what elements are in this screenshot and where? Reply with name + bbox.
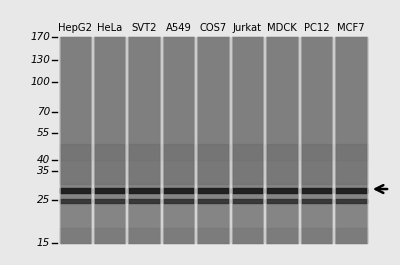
Text: SVT2: SVT2	[131, 23, 157, 33]
Bar	[232, 37, 263, 243]
Bar	[335, 199, 366, 203]
Bar	[266, 37, 298, 160]
Bar	[335, 37, 366, 160]
Text: Jurkat: Jurkat	[233, 23, 262, 33]
Bar	[232, 188, 263, 193]
Bar	[94, 199, 125, 203]
Text: A549: A549	[166, 23, 192, 33]
Bar	[60, 199, 91, 203]
Text: MCF7: MCF7	[337, 23, 364, 33]
Text: COS7: COS7	[199, 23, 227, 33]
Bar	[197, 144, 229, 184]
Bar	[94, 228, 125, 243]
Text: 15: 15	[37, 238, 50, 248]
Bar	[266, 228, 298, 243]
Bar	[301, 37, 332, 243]
Text: 70: 70	[37, 107, 50, 117]
Bar	[301, 228, 332, 243]
Bar	[335, 228, 366, 243]
Bar	[128, 37, 160, 243]
Bar	[197, 228, 229, 243]
Bar	[60, 37, 91, 160]
Bar	[94, 188, 125, 193]
Bar	[94, 37, 125, 243]
Text: HeLa: HeLa	[97, 23, 122, 33]
Text: 35: 35	[37, 166, 50, 176]
Bar	[232, 37, 263, 160]
Bar	[197, 188, 229, 193]
Text: 170: 170	[30, 32, 50, 42]
Bar	[197, 37, 229, 160]
Bar	[60, 228, 91, 243]
Bar	[335, 37, 366, 243]
Bar	[128, 228, 160, 243]
Bar	[128, 188, 160, 193]
Bar	[163, 37, 194, 243]
Bar	[163, 228, 194, 243]
Bar	[197, 199, 229, 203]
Bar	[335, 144, 366, 184]
Bar	[163, 144, 194, 184]
Bar	[163, 199, 194, 203]
Text: 40: 40	[37, 155, 50, 165]
Bar	[94, 144, 125, 184]
Bar	[301, 188, 332, 193]
Bar	[94, 37, 125, 160]
Bar	[266, 37, 298, 243]
Bar	[335, 188, 366, 193]
Bar	[128, 199, 160, 203]
Bar	[266, 188, 298, 193]
Text: 25: 25	[37, 195, 50, 205]
Bar	[197, 37, 229, 243]
Bar	[232, 228, 263, 243]
Text: MDCK: MDCK	[267, 23, 297, 33]
Bar	[301, 199, 332, 203]
Bar	[163, 188, 194, 193]
Bar	[232, 199, 263, 203]
Bar	[301, 144, 332, 184]
Bar	[128, 144, 160, 184]
Text: 130: 130	[30, 55, 50, 65]
Bar	[301, 37, 332, 160]
Bar	[60, 144, 91, 184]
Bar	[232, 144, 263, 184]
Bar	[163, 37, 194, 160]
Text: PC12: PC12	[304, 23, 329, 33]
Bar	[60, 188, 91, 193]
Bar	[266, 144, 298, 184]
Bar	[128, 37, 160, 160]
Text: HepG2: HepG2	[58, 23, 92, 33]
Text: 100: 100	[30, 77, 50, 87]
Text: 55: 55	[37, 128, 50, 138]
Bar	[266, 199, 298, 203]
Bar	[60, 37, 91, 243]
